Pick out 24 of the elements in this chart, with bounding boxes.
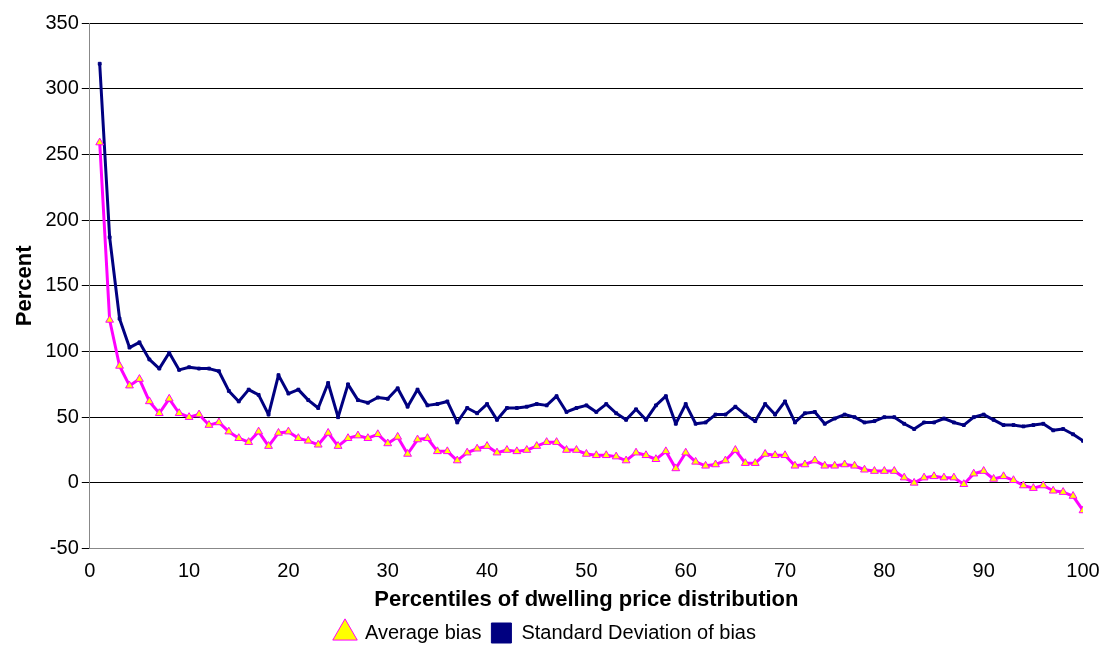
y-axis-title: Percent [11,244,37,327]
y-tick-label: 200 [45,207,79,230]
y-tick-label: 100 [45,339,79,362]
x-tick-label: 30 [376,559,399,582]
x-tick-label: 10 [177,559,201,582]
legend-label: Standard Deviation of bias [521,620,756,643]
x-tick-label: 90 [972,559,995,582]
y-tick-label: -50 [49,536,79,559]
x-tick-label: 40 [475,559,499,582]
x-tick-label: 20 [277,559,300,582]
x-tick-label: 70 [773,559,797,582]
x-tick-label: 100 [1066,559,1100,582]
y-tick-label: 50 [56,404,79,427]
x-tick-label: 80 [873,559,896,582]
y-tick-label: 300 [45,76,79,99]
x-tick-label: 50 [575,559,598,582]
y-tick-label: 0 [67,470,79,493]
legend-label: Average bias [365,620,482,643]
y-tick-label: 150 [45,273,79,296]
y-tick-label: 250 [45,141,79,164]
y-tick-label: 350 [45,10,79,33]
x-tick-label: 60 [674,559,697,582]
x-axis-title: Percentiles of dwelling price distribution [374,585,799,611]
x-tick-label: 0 [84,559,96,582]
